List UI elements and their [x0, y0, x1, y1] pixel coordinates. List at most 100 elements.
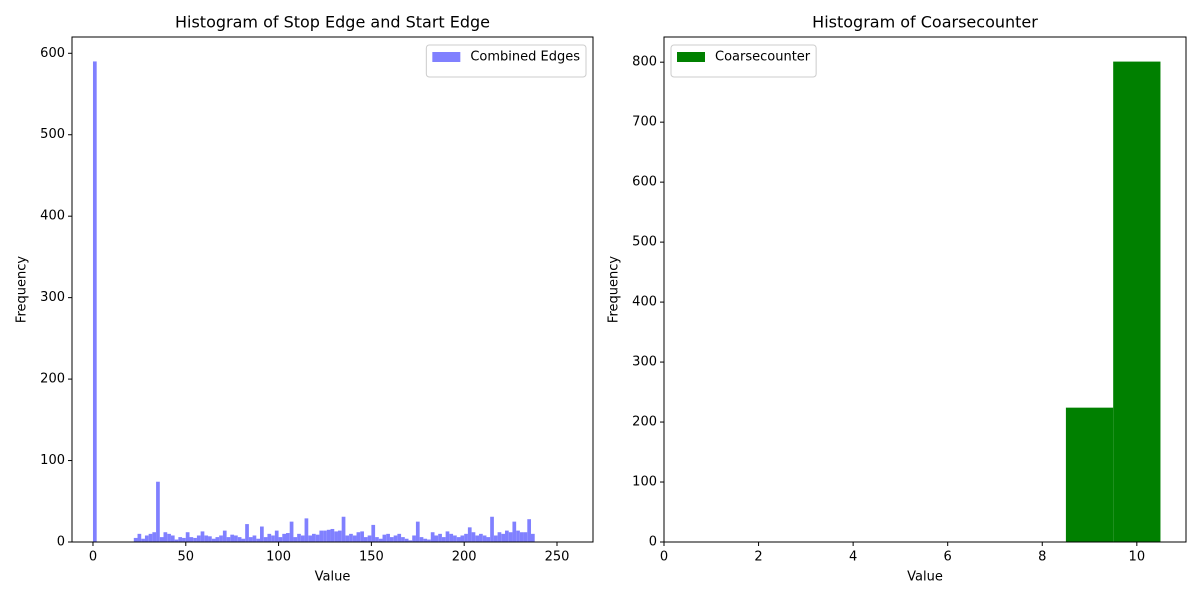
plot: 0 2 4 6 8 100100200300400500600700800Histogra…	[607, 13, 1187, 585]
histogram-bar	[159, 537, 164, 542]
histogram-bar	[215, 537, 220, 542]
y-tick-label: 100	[632, 475, 657, 490]
histogram-bar	[174, 539, 179, 542]
histogram-bar	[300, 535, 305, 542]
histogram-bar	[449, 533, 454, 542]
x-axis-label: Value	[907, 570, 943, 585]
histogram-bar	[167, 533, 171, 542]
histogram-bar	[252, 535, 257, 542]
histogram-bar	[304, 518, 309, 542]
histogram-bar	[356, 532, 361, 542]
histogram-bar	[1113, 61, 1161, 542]
histogram-bar	[467, 527, 472, 542]
histogram-bar	[182, 537, 186, 542]
histogram-bar	[375, 537, 379, 542]
x-tick-label: 150	[359, 550, 384, 565]
histogram-bar	[311, 533, 316, 542]
y-tick-label: 800	[632, 55, 657, 70]
legend-label: Combined Edges	[470, 50, 580, 65]
histogram-bar	[456, 537, 461, 542]
y-tick-label: 400	[632, 295, 657, 310]
histogram-bar	[441, 537, 446, 542]
histogram-bar	[271, 535, 275, 542]
histogram-bar	[367, 535, 372, 542]
histogram-bar	[211, 538, 216, 542]
histogram-bar	[419, 537, 424, 542]
legend-swatch	[432, 52, 461, 62]
histogram-bar	[464, 533, 468, 542]
histogram-bar	[1065, 407, 1114, 542]
histogram-bar	[208, 536, 212, 542]
histogram-bar	[196, 535, 201, 542]
histogram-bar	[423, 538, 428, 542]
histogram-bar	[133, 537, 138, 542]
histogram-bar	[363, 537, 368, 542]
histogram-bar	[337, 530, 342, 542]
x-tick-label: 0	[660, 550, 668, 565]
histogram-bar	[438, 533, 442, 542]
histogram-bar	[219, 535, 223, 542]
y-tick-label: 500	[40, 127, 65, 142]
histogram-bar	[152, 532, 157, 542]
chart-title: Histogram of Stop Edge and Start Edge	[175, 13, 490, 32]
bars	[1065, 61, 1161, 542]
histogram-bar	[349, 533, 353, 542]
histogram-bar	[274, 530, 279, 542]
histogram-bar	[531, 533, 535, 542]
histogram-bar	[486, 537, 491, 542]
histogram-bar	[382, 534, 387, 542]
y-tick-label: 400	[40, 209, 65, 224]
histogram-bar	[278, 537, 283, 542]
x-tick-label: 0	[89, 550, 97, 565]
histogram-bar	[479, 533, 483, 542]
histogram-bar	[326, 529, 331, 542]
y-tick-label: 300	[632, 355, 657, 370]
histogram-bar	[389, 537, 394, 542]
histogram-bar	[315, 534, 320, 542]
histogram-bar	[308, 535, 312, 542]
histogram-bar	[193, 537, 197, 542]
histogram-bar	[460, 535, 465, 542]
histogram-bar	[482, 535, 487, 542]
histogram-bar	[204, 535, 209, 542]
histogram-bar	[493, 535, 498, 542]
histogram-bar	[222, 530, 227, 542]
histogram-bar	[234, 535, 238, 542]
y-tick-label: 500	[632, 235, 657, 250]
histogram-bar	[148, 533, 153, 542]
histogram-bar	[334, 531, 338, 542]
histogram-bar	[237, 537, 242, 542]
histogram-bar	[523, 532, 528, 542]
histogram-bar	[453, 535, 457, 542]
y-tick-label: 200	[632, 415, 657, 430]
x-tick-label: 10	[1129, 550, 1146, 565]
chart-title: Histogram of Coarsecounter	[812, 13, 1038, 32]
x-tick-label: 8	[1038, 550, 1046, 565]
histogram-bar	[345, 535, 350, 542]
histogram-bar	[156, 481, 160, 542]
histogram-bar	[412, 535, 416, 542]
plot-frame	[71, 36, 594, 543]
histogram-bar	[282, 533, 287, 542]
histogram-bar	[297, 533, 301, 542]
histogram-bar	[386, 533, 390, 542]
histogram-bar	[330, 528, 335, 542]
y-tick-label: 200	[40, 372, 65, 387]
histogram-bar	[263, 537, 268, 542]
x-tick-label: 4	[849, 550, 857, 565]
y-tick-label: 300	[40, 290, 65, 305]
histogram-bar	[505, 530, 509, 542]
histogram-bar	[178, 537, 183, 542]
y-tick-label: 0	[649, 535, 657, 550]
histogram-bar	[415, 521, 420, 542]
histogram-bar	[490, 516, 494, 542]
legend-swatch	[677, 52, 705, 62]
x-axis-label: Value	[315, 570, 351, 585]
histogram-bar	[241, 538, 246, 542]
histogram-bar	[141, 538, 145, 542]
histogram-bar	[137, 533, 142, 542]
histogram-bar	[189, 537, 194, 542]
histogram-bar	[497, 532, 502, 542]
histogram-bar	[163, 532, 168, 542]
histogram-bar	[185, 532, 190, 542]
